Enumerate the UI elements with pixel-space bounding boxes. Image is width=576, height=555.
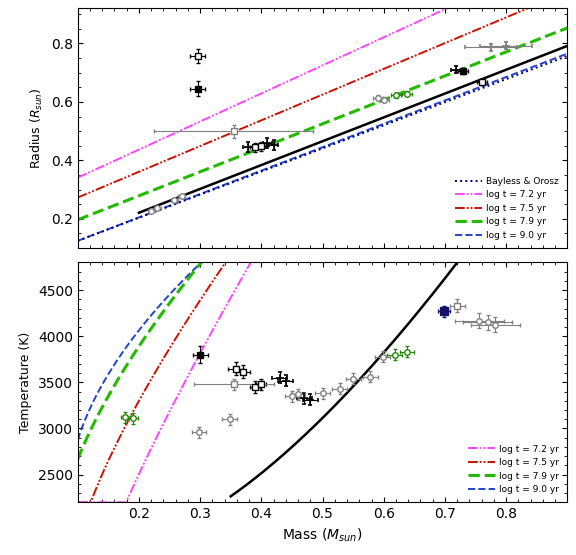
- Legend: log t = 7.2 yr, log t = 7.5 yr, log t = 7.9 yr, log t = 9.0 yr: log t = 7.2 yr, log t = 7.5 yr, log t = …: [464, 441, 563, 498]
- X-axis label: Mass ($M_{sun}$): Mass ($M_{sun}$): [282, 527, 363, 544]
- Legend: Bayless & Orosz, log t = 7.2 yr, log t = 7.5 yr, log t = 7.9 yr, log t = 9.0 yr: Bayless & Orosz, log t = 7.2 yr, log t =…: [451, 173, 563, 244]
- Y-axis label: Temperature (K): Temperature (K): [20, 332, 32, 433]
- Y-axis label: Radius ($R_{sun}$): Radius ($R_{sun}$): [29, 88, 46, 169]
